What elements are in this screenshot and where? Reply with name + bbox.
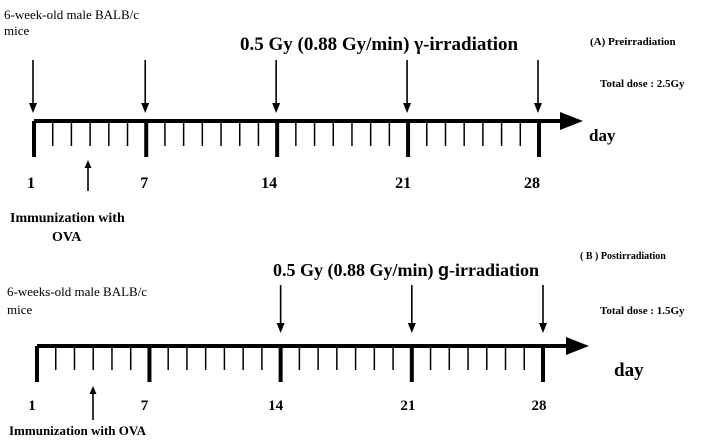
panel-b-mice-label-line2: mice bbox=[7, 302, 32, 317]
panel-a-mice-label-line2: mice bbox=[4, 23, 29, 38]
panel-b-irradiation-arrow-group bbox=[276, 285, 547, 333]
irradiation-arrow-day-7 bbox=[141, 60, 150, 113]
day-label-28: 28 bbox=[524, 175, 540, 192]
day-label-21: 21 bbox=[395, 175, 411, 192]
irradiation-arrow-day-28 bbox=[534, 60, 542, 113]
irradiation-arrow-day-28 bbox=[539, 285, 547, 333]
panel-b-mice-label-line1: 6-weeks-old male BALB/c bbox=[7, 284, 147, 299]
panel-a-day-label-group: 1 7 14 21 28 bbox=[27, 175, 540, 192]
panel-a-irradiation-title: 0.5 Gy (0.88 Gy/min) γ-irradiation bbox=[240, 34, 518, 55]
panel-a-immunization-label-line2: OVA bbox=[52, 230, 82, 245]
panel-b-irradiation-title: 0.5 Gy (0.88 Gy/min) g-irradiation bbox=[273, 260, 539, 281]
irradiation-arrow-day-14 bbox=[276, 285, 285, 333]
day-label-28: 28 bbox=[532, 398, 547, 414]
panel-b-axis-arrowhead bbox=[566, 337, 589, 355]
panel-a-immunization-arrow bbox=[84, 160, 92, 191]
panel-b-postirradiation: 6-weeks-old male BALB/c mice 0.5 Gy (0.8… bbox=[7, 251, 685, 438]
irradiation-arrow-day-1 bbox=[29, 60, 37, 113]
panel-b-axis-unit: day bbox=[614, 360, 644, 381]
panel-a-mice-label-line1: 6-week-old male BALB/c bbox=[4, 7, 139, 22]
day-label-1: 1 bbox=[28, 398, 36, 414]
day-label-21: 21 bbox=[400, 398, 415, 414]
panel-a-preirradiation: 6-week-old male BALB/c mice 0.5 Gy (0.88… bbox=[4, 7, 685, 245]
panel-b-label: ( B ) Postirradiation bbox=[580, 251, 666, 262]
panel-b-total-dose: Total dose : 1.5Gy bbox=[600, 305, 685, 317]
panel-a-tick-group bbox=[32, 121, 541, 157]
day-label-14: 14 bbox=[268, 398, 284, 414]
day-label-14: 14 bbox=[261, 175, 277, 192]
panel-a-immunization-label-line1: Immunization with bbox=[10, 211, 125, 226]
day-label-1: 1 bbox=[27, 175, 35, 192]
panel-a-axis-unit: day bbox=[589, 126, 616, 145]
panel-b-day-label-group: 1 7 14 21 28 bbox=[28, 398, 546, 414]
panel-a-label: (A) Preirradiation bbox=[590, 36, 676, 48]
irradiation-arrow-day-21 bbox=[403, 60, 412, 113]
irradiation-arrow-day-21 bbox=[407, 285, 416, 333]
panel-b-immunization-arrow bbox=[89, 386, 97, 420]
panel-b-immunization-label: Immunization with OVA bbox=[9, 423, 147, 438]
panel-b-tick-group bbox=[35, 346, 545, 382]
day-label-7: 7 bbox=[140, 175, 148, 192]
irradiation-arrow-day-14 bbox=[272, 60, 281, 113]
day-label-7: 7 bbox=[141, 398, 149, 414]
panel-a-total-dose: Total dose : 2.5Gy bbox=[600, 78, 685, 90]
panel-a-irradiation-arrow-group bbox=[29, 60, 542, 113]
panel-a-axis-arrowhead bbox=[560, 112, 583, 130]
